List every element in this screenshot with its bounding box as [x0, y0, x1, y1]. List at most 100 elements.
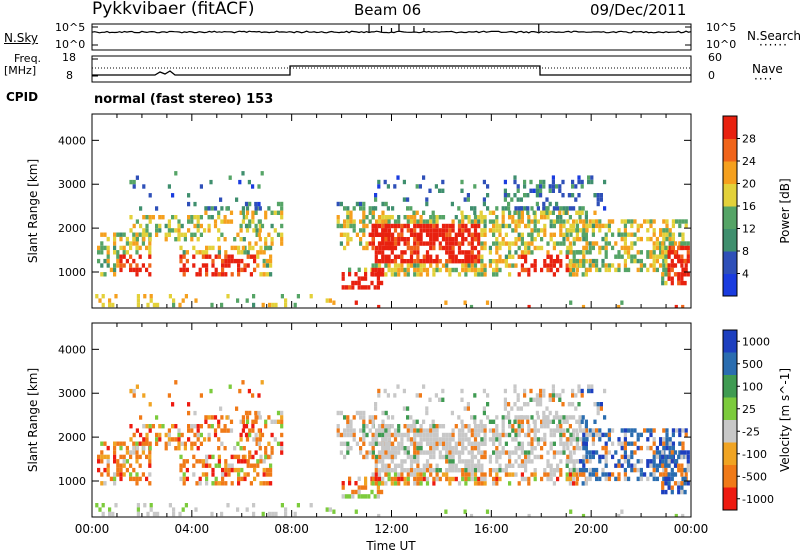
power-cell — [336, 201, 340, 207]
velocity-cell — [139, 432, 143, 438]
velocity-cell — [393, 432, 398, 438]
velocity-cell — [680, 472, 684, 477]
velocity-cell — [482, 388, 486, 394]
velocity-cell — [354, 489, 358, 495]
velocity-cell — [588, 454, 592, 460]
velocity-cell — [415, 419, 419, 424]
velocity-cell — [177, 437, 181, 442]
velocity-cell — [473, 468, 478, 473]
velocity-cell — [343, 432, 347, 438]
velocity-cell — [393, 450, 398, 455]
velocity-cell — [581, 481, 585, 486]
power-cell — [400, 254, 404, 259]
power-cell — [451, 219, 455, 224]
velocity-cell — [349, 446, 353, 451]
velocity-cell — [182, 463, 186, 468]
date-title: 09/Dec/2011 — [590, 1, 687, 19]
velocity-cell — [510, 406, 514, 411]
power-cell — [129, 179, 133, 185]
velocity-cell — [192, 463, 196, 468]
power-cell — [504, 241, 508, 246]
velocity-cell — [241, 419, 245, 424]
power-cell — [108, 298, 112, 303]
velocity-cell — [381, 437, 385, 442]
velocity-cell — [368, 415, 372, 420]
velocity-cell — [387, 441, 391, 446]
power-cell — [220, 219, 224, 224]
velocity-cell — [558, 419, 562, 424]
velocity-cell — [540, 424, 544, 429]
velocity-cell — [148, 402, 152, 407]
velocity-cell — [429, 463, 433, 468]
power-cell — [516, 184, 520, 189]
power-cell — [588, 245, 592, 251]
power-cell — [508, 241, 512, 246]
power-cell — [652, 232, 656, 237]
power-cell — [463, 300, 467, 305]
power-cell — [391, 237, 395, 242]
velocity-cell — [623, 472, 627, 477]
velocity-cell — [365, 432, 369, 438]
velocity-cell — [241, 428, 245, 433]
power-cell — [501, 223, 505, 229]
power-cell — [457, 272, 462, 277]
power-cell — [662, 267, 666, 273]
velocity-cell — [413, 476, 417, 482]
velocity-cell — [498, 468, 502, 473]
power-cell — [425, 223, 430, 229]
velocity-cell — [572, 432, 576, 438]
power-cell — [584, 272, 588, 277]
velocity-cell — [579, 467, 583, 473]
velocity-cell — [396, 384, 400, 389]
velocity-cell — [253, 463, 257, 468]
power-cell — [590, 179, 594, 185]
velocity-cell — [435, 441, 439, 446]
velocity-cell — [546, 463, 550, 468]
power-cell — [566, 228, 570, 233]
velocity-cell — [670, 489, 674, 495]
velocity-cell — [581, 415, 585, 420]
velocity-cell — [280, 424, 284, 429]
power-cell — [422, 263, 426, 268]
velocity-cell — [413, 481, 417, 486]
power-cell — [488, 210, 492, 215]
velocity-cell — [387, 428, 391, 433]
power-cell — [390, 272, 394, 277]
power-cell — [381, 237, 385, 242]
velocity-cell — [523, 388, 527, 394]
velocity-cell — [106, 459, 110, 464]
velocity-cell — [477, 428, 481, 433]
power-cell — [495, 219, 499, 224]
velocity-cell — [572, 472, 576, 477]
power-cell — [460, 188, 464, 193]
velocity-cell — [142, 446, 146, 451]
power-cell — [213, 219, 218, 224]
power-cell — [445, 250, 449, 255]
power-cell — [348, 267, 352, 272]
velocity-cell — [451, 450, 455, 455]
velocity-cell — [559, 428, 563, 433]
velocity-cell — [174, 424, 178, 429]
velocity-cell — [406, 450, 410, 455]
power-cell — [585, 267, 589, 273]
velocity-cell — [667, 463, 671, 468]
power-cell — [588, 267, 592, 273]
power-cell — [577, 210, 581, 215]
power-cell — [377, 219, 382, 224]
velocity-cell — [662, 441, 666, 446]
velocity-cell — [480, 463, 484, 468]
velocity-cell — [205, 463, 209, 468]
velocity-cell — [403, 481, 407, 486]
power-cell — [196, 228, 200, 233]
power-cell — [524, 245, 528, 251]
colorbar-swatch — [723, 251, 737, 274]
power-cell — [630, 219, 634, 224]
power-cell — [419, 259, 423, 264]
velocity-cell — [374, 476, 378, 482]
velocity-cell — [571, 402, 575, 407]
power-cell — [141, 241, 145, 246]
velocity-cell — [473, 463, 478, 468]
power-cell — [224, 258, 228, 264]
velocity-cell — [464, 476, 468, 482]
power-cell — [569, 232, 573, 237]
